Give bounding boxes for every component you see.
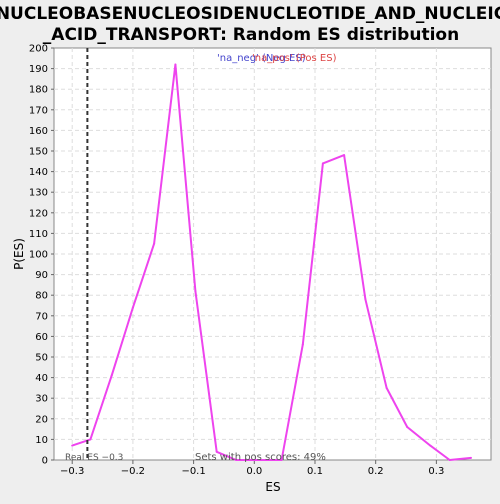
y-tick-label: 40 [35, 373, 48, 384]
y-tick-label: 100 [29, 250, 48, 261]
y-tick-label: 160 [29, 126, 48, 137]
data-point [449, 459, 451, 461]
data-point [194, 290, 196, 292]
y-tick-label: 120 [29, 208, 48, 219]
y-tick-label: 190 [29, 64, 48, 75]
real-es-label: Real ES −0.3 [65, 453, 123, 463]
y-tick-label: 60 [35, 332, 48, 343]
y-tick-label: 200 [29, 44, 48, 55]
y-tick-label: 110 [29, 229, 48, 240]
data-point [111, 375, 113, 377]
data-point [406, 426, 408, 428]
y-tick-label: 150 [29, 147, 48, 158]
legend-pos-label: 'na_pos' (Pos ES) [252, 53, 337, 64]
data-point [343, 154, 345, 156]
pos-scores-annotation: Sets with pos scores: 49% [195, 452, 326, 463]
x-tick-label: −0.1 [181, 466, 205, 477]
data-point [71, 445, 73, 447]
chart-title-line-2: _ACID_TRANSPORT: Random ES distribution [43, 25, 459, 45]
x-tick-label: 0.0 [246, 466, 262, 477]
y-tick-label: 0 [42, 456, 48, 467]
data-point [470, 457, 472, 459]
y-tick-label: 70 [35, 311, 48, 322]
data-point [132, 307, 134, 309]
x-tick-label: −0.2 [121, 466, 145, 477]
x-tick-label: 0.2 [368, 466, 384, 477]
chart-title-line-1: NUCLEOBASENUCLEOSIDENUCLEOTIDE_AND_NUCLE… [0, 4, 500, 24]
y-tick-label: 30 [35, 394, 48, 405]
y-tick-label: 20 [35, 414, 48, 425]
x-tick-label: 0.1 [307, 466, 323, 477]
x-tick-label: 0.3 [428, 466, 444, 477]
y-tick-label: 80 [35, 291, 48, 302]
y-tick-label: 50 [35, 353, 48, 364]
y-axis-label: P(ES) [12, 238, 26, 270]
data-point [89, 438, 91, 440]
grid-lines [54, 48, 491, 460]
data-point [322, 162, 324, 164]
y-tick-label: 140 [29, 167, 48, 178]
data-point [364, 298, 366, 300]
data-point [153, 243, 155, 245]
data-point [174, 64, 176, 66]
y-tick-label: 130 [29, 188, 48, 199]
data-point [386, 387, 388, 389]
data-point [302, 344, 304, 346]
y-tick-label: 90 [35, 270, 48, 281]
x-tick-label: −0.3 [60, 466, 84, 477]
y-tick-label: 170 [29, 105, 48, 116]
y-tick-label: 180 [29, 85, 48, 96]
data-point [429, 445, 431, 447]
x-axis-label: ES [265, 480, 280, 494]
y-tick-label: 10 [35, 435, 48, 446]
